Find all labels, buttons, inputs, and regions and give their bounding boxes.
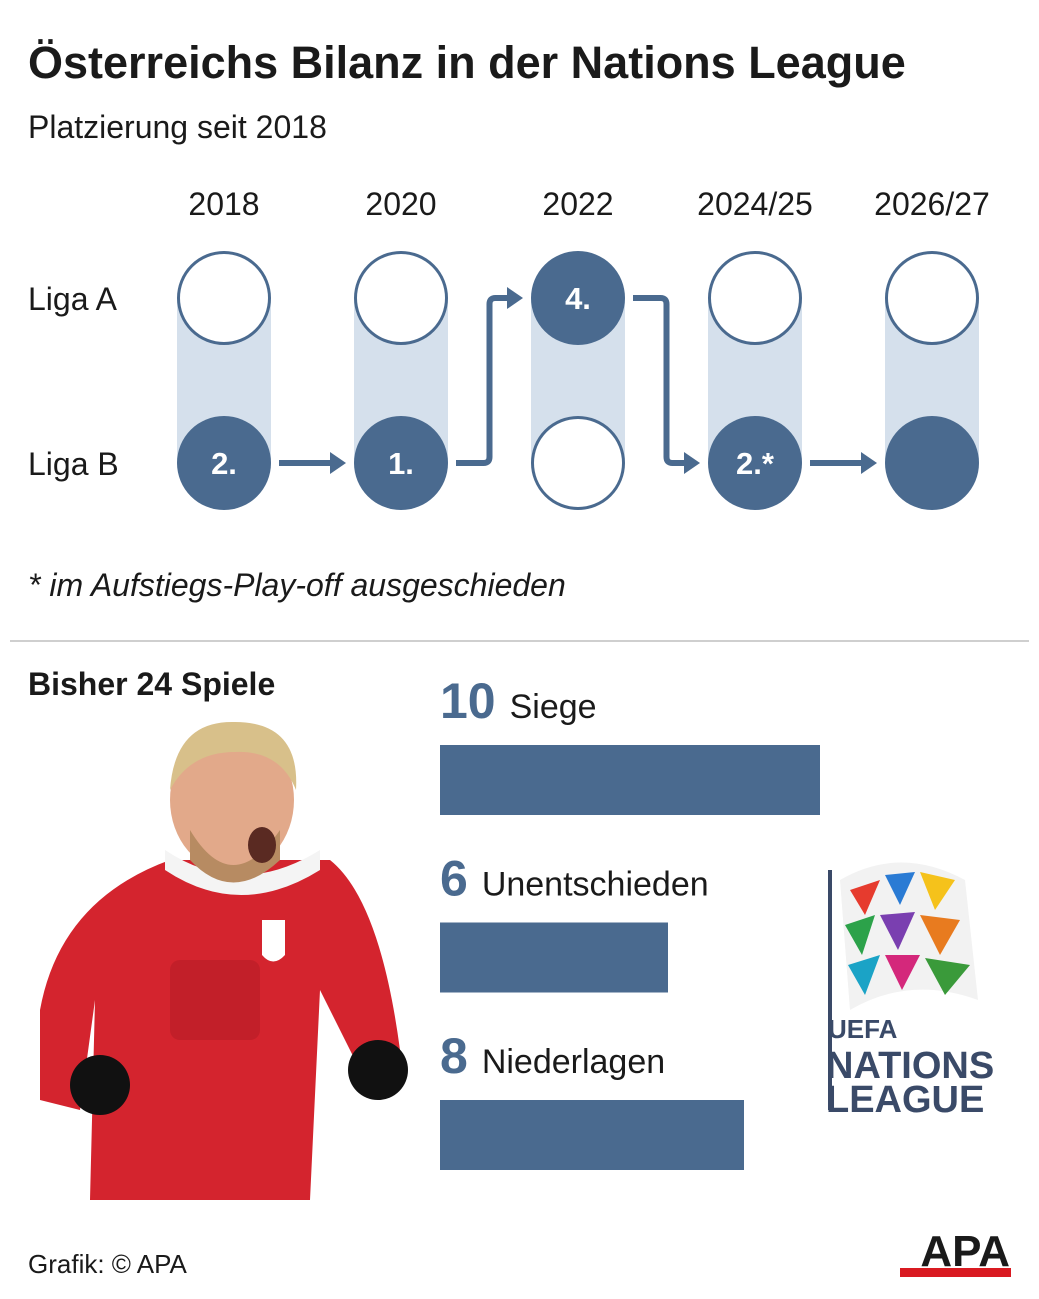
bar-chart: 10 Siege 6 Unentschieden 8 Niederlagen: [440, 673, 820, 1170]
empty-circle: [708, 251, 802, 345]
uefa-logo: [828, 862, 978, 1110]
value-label: 10: [440, 673, 496, 729]
bar: [440, 1100, 744, 1170]
arrowhead: [330, 452, 346, 474]
value-label: 8: [440, 1028, 468, 1084]
connector: [633, 295, 690, 466]
timeline: Liga A Liga B 2018 2020 2022 2024/25 2026/27 2.…: [28, 186, 990, 510]
chart-title: Bisher 24 Spiele: [28, 666, 275, 702]
placement-label: 2.*: [736, 446, 775, 481]
year-label: 2018: [188, 186, 259, 222]
year-label: 2024/25: [697, 186, 813, 222]
arrowhead: [507, 287, 523, 309]
bar: [440, 922, 668, 993]
credit: Grafik: © APA: [28, 1249, 187, 1279]
player-photo: [40, 721, 408, 1200]
apa-logo-bar: [900, 1268, 1011, 1277]
category-label: Unentschieden: [482, 866, 709, 904]
arrowhead: [861, 452, 877, 474]
logo-line: LEAGUE: [826, 1079, 984, 1121]
bar: [440, 745, 820, 815]
arrowhead: [684, 452, 700, 474]
logo-line: UEFA: [828, 1014, 898, 1044]
row-label: Liga B: [28, 446, 119, 482]
year-label: 2022: [542, 186, 613, 222]
footnote: * im Aufstiegs-Play-off ausgeschieden: [28, 567, 566, 603]
apa-logo: APA: [920, 1227, 1010, 1276]
row-label: Liga A: [28, 281, 118, 317]
title: Österreichs Bilanz in der Nations League: [28, 37, 906, 88]
connector: [456, 295, 513, 466]
value-label: 6: [440, 851, 468, 907]
empty-circle: [177, 251, 271, 345]
placement-label: 1.: [388, 446, 414, 481]
empty-circle: [531, 416, 625, 510]
placement-label: 4.: [565, 281, 591, 316]
placement-circle: [708, 416, 802, 510]
logo-line: NATIONS: [826, 1045, 994, 1087]
category-label: Siege: [510, 688, 597, 726]
placement-circle: [531, 251, 625, 345]
category-label: Niederlagen: [482, 1043, 665, 1081]
year-label: 2020: [365, 186, 436, 222]
placement-circle: [177, 416, 271, 510]
empty-circle: [354, 251, 448, 345]
placement-label: 2.: [211, 446, 237, 481]
empty-circle: [885, 251, 979, 345]
year-label: 2026/27: [874, 186, 990, 222]
placement-circle: [354, 416, 448, 510]
placement-circle: [885, 416, 979, 510]
subtitle: Platzierung seit 2018: [28, 109, 327, 145]
